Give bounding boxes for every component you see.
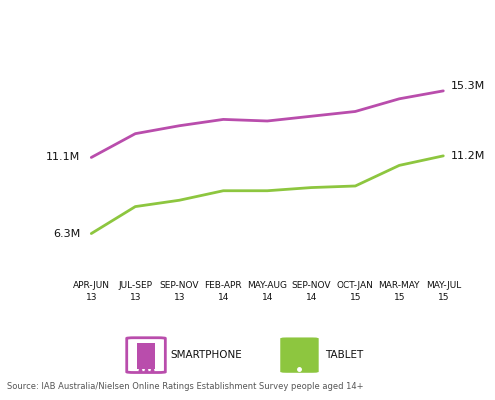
FancyBboxPatch shape bbox=[282, 339, 317, 371]
Text: MAR-MAY
15: MAR-MAY 15 bbox=[379, 281, 420, 302]
Text: SEP-NOV
13: SEP-NOV 13 bbox=[159, 281, 199, 302]
Text: OCT-JAN
15: OCT-JAN 15 bbox=[337, 281, 374, 302]
Text: 15.3M: 15.3M bbox=[451, 81, 486, 91]
Text: MAY-JUL
15: MAY-JUL 15 bbox=[426, 281, 461, 302]
Text: 11.2M: 11.2M bbox=[451, 151, 486, 161]
Text: SEP-NOV
14: SEP-NOV 14 bbox=[292, 281, 331, 302]
FancyBboxPatch shape bbox=[127, 338, 165, 372]
Text: Source: IAB Australia/Nielsen Online Ratings Establishment Survey people aged 14: Source: IAB Australia/Nielsen Online Rat… bbox=[7, 382, 364, 391]
Text: 6.3M: 6.3M bbox=[53, 228, 80, 238]
Text: FEB-APR
14: FEB-APR 14 bbox=[204, 281, 242, 302]
Text: 11.1M: 11.1M bbox=[46, 152, 80, 162]
Text: SMARTPHONE: SMARTPHONE bbox=[170, 350, 242, 360]
Text: SMARTPHONE AND TABLET OWNERSHIP: SMARTPHONE AND TABLET OWNERSHIP bbox=[77, 18, 418, 32]
Text: APR-JUN
13: APR-JUN 13 bbox=[73, 281, 110, 302]
Text: TABLET: TABLET bbox=[325, 350, 363, 360]
Text: JUL-SEP
13: JUL-SEP 13 bbox=[118, 281, 152, 302]
Text: MAY-AUG
14: MAY-AUG 14 bbox=[248, 281, 287, 302]
FancyBboxPatch shape bbox=[137, 343, 155, 369]
